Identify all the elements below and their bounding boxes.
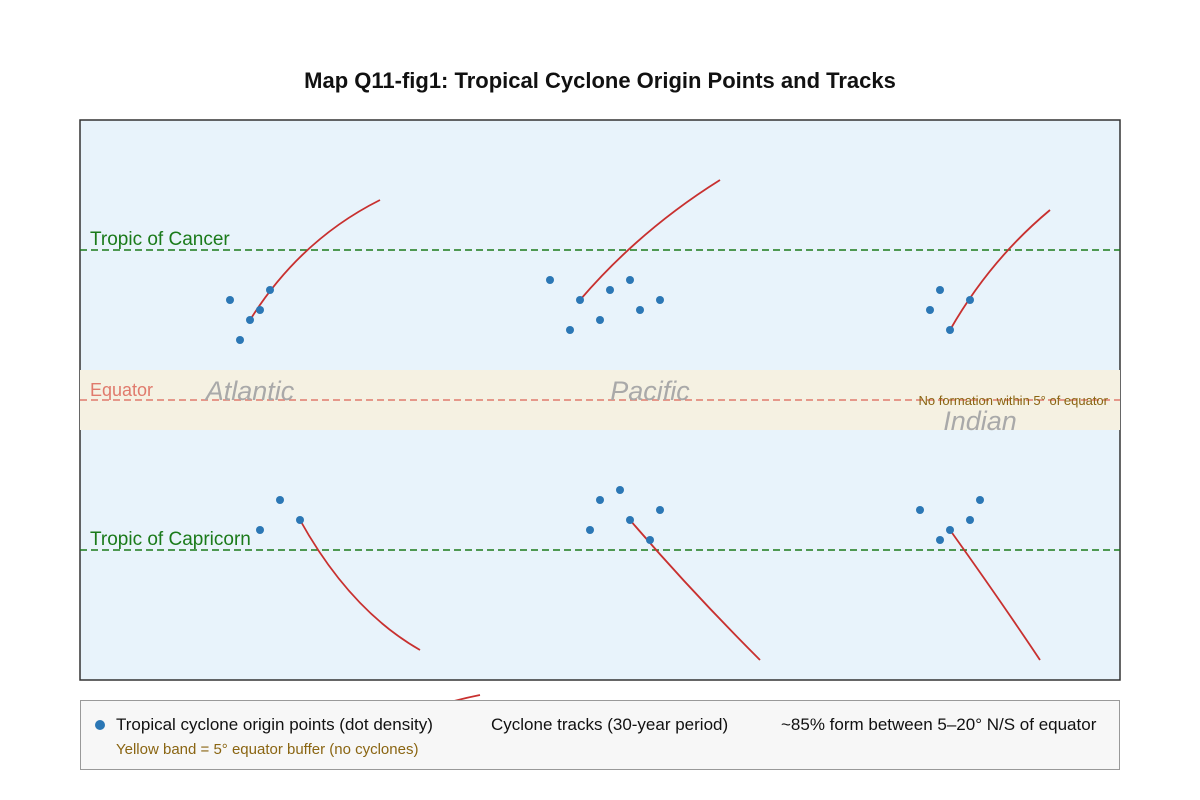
cyclone-track	[949, 209, 1051, 331]
legend-stat-label: ~85% form between 5–20° N/S of equator	[781, 715, 1097, 734]
origin-point	[966, 516, 974, 524]
legend-buffer-note: Yellow band = 5° equator buffer (no cycl…	[116, 741, 419, 758]
origin-point	[646, 536, 654, 544]
equator-label: Equator	[90, 380, 153, 400]
origin-point	[936, 536, 944, 544]
legend-dots-label: Tropical cyclone origin points (dot dens…	[116, 715, 433, 734]
origin-point	[636, 306, 644, 314]
origin-point	[936, 286, 944, 294]
origin-point	[576, 296, 584, 304]
origin-point	[596, 496, 604, 504]
origin-point	[976, 496, 984, 504]
legend-tracks-label: Cyclone tracks (30-year period)	[491, 715, 729, 734]
tropic-of-cancer-label: Tropic of Cancer	[90, 229, 230, 250]
origin-point	[276, 496, 284, 504]
origin-point	[606, 286, 614, 294]
cyclone-origin-points	[226, 276, 984, 544]
cyclone-track	[579, 179, 721, 301]
origin-point	[616, 486, 624, 494]
cyclone-tracks	[249, 179, 1051, 700]
origin-point	[296, 516, 304, 524]
origin-point	[266, 286, 274, 294]
origin-point	[626, 516, 634, 524]
origin-point	[596, 316, 604, 324]
origin-point	[256, 306, 264, 314]
origin-point	[946, 326, 954, 334]
cyclone-track	[249, 199, 381, 321]
origin-point	[916, 506, 924, 514]
basin-label-pacific: Pacific	[610, 376, 690, 406]
tropic-of-capricorn-label: Tropic of Capricorn	[90, 529, 251, 550]
equator-buffer-label: No formation within 5° of equator	[919, 393, 1109, 408]
basin-label-indian: Indian	[943, 406, 1017, 436]
origin-point	[656, 506, 664, 514]
cyclone-track	[949, 529, 1041, 661]
origin-point	[586, 526, 594, 534]
map-legend: Tropical cyclone origin points (dot dens…	[80, 700, 1120, 770]
origin-point-legend-icon	[95, 720, 105, 730]
legend-track-sample	[454, 694, 481, 700]
origin-point	[546, 276, 554, 284]
origin-point	[226, 296, 234, 304]
origin-point	[966, 296, 974, 304]
cyclone-track	[299, 519, 421, 651]
cyclone-track	[629, 519, 761, 661]
basin-label-atlantic: Atlantic	[204, 376, 295, 406]
origin-point	[946, 526, 954, 534]
origin-point	[926, 306, 934, 314]
origin-point	[236, 336, 244, 344]
origin-point	[566, 326, 574, 334]
origin-point	[626, 276, 634, 284]
origin-point	[656, 296, 664, 304]
origin-point	[246, 316, 254, 324]
origin-point	[256, 526, 264, 534]
map-title: Map Q11-fig1: Tropical Cyclone Origin Po…	[304, 68, 896, 93]
cyclone-map: Tropic of Cancer Tropic of Capricorn Equ…	[79, 119, 1121, 700]
